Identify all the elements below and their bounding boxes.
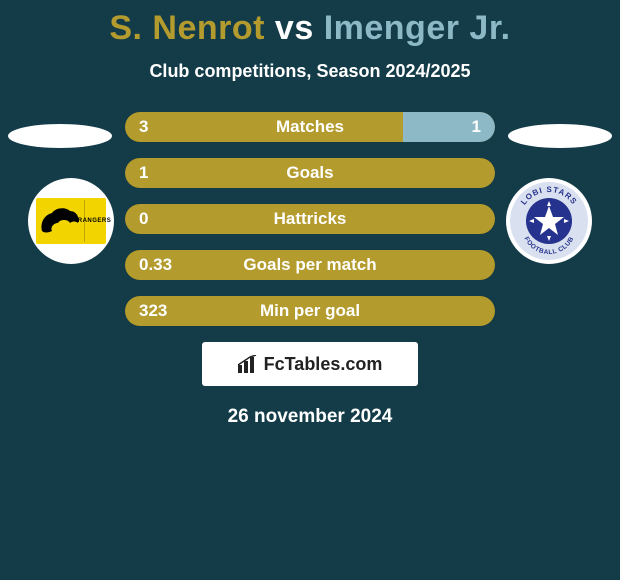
date: 26 november 2024 (0, 406, 620, 428)
stat-label: Hattricks (125, 204, 495, 234)
stat-row: 323Min per goal (125, 296, 495, 326)
title-player-right: Imenger Jr. (324, 9, 511, 47)
stat-row: 0Hattricks (125, 204, 495, 234)
stat-label: Min per goal (125, 296, 495, 326)
page-title: S. Nenrot vs Imenger Jr. (0, 0, 620, 47)
title-vs: vs (265, 9, 324, 47)
brand-text: FcTables.com (264, 354, 383, 375)
subtitle: Club competitions, Season 2024/2025 (0, 61, 620, 82)
stat-label: Matches (125, 112, 495, 142)
stat-row: 31Matches (125, 112, 495, 142)
infographic-canvas: S. Nenrot vs Imenger Jr. Club competitio… (0, 0, 620, 580)
comparison-bars: 31Matches 1Goals 0Hattricks 0.33Goals per m… (0, 112, 620, 326)
stat-label: Goals (125, 158, 495, 188)
stat-row: 0.33Goals per match (125, 250, 495, 280)
stat-label: Goals per match (125, 250, 495, 280)
brand-label: FcTables.com (238, 354, 383, 375)
brand-box: FcTables.com (202, 342, 418, 386)
title-player-left: S. Nenrot (109, 9, 265, 47)
stat-row: 1Goals (125, 158, 495, 188)
bars-chart-icon (238, 355, 260, 373)
